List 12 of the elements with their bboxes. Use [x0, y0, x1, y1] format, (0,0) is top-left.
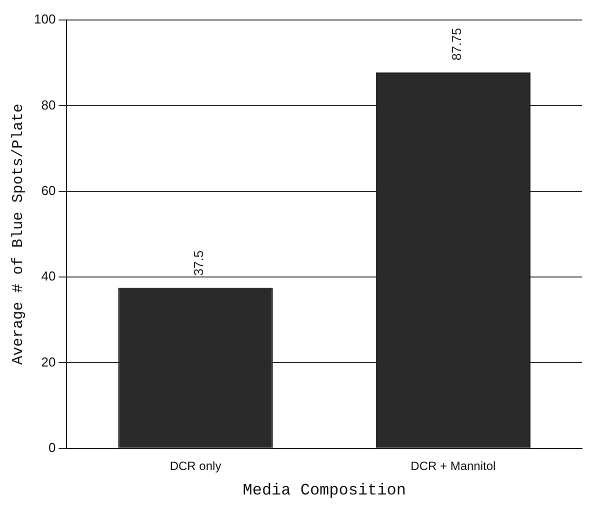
y-tick-label: 0 — [48, 440, 56, 455]
data-label: 37.5 — [191, 250, 206, 276]
y-tick-label: 80 — [41, 97, 56, 112]
x-axis-title: Media Composition — [242, 482, 406, 500]
y-tick-label: 100 — [34, 12, 56, 27]
y-axis-title: Average # of Blue Spots/Plate — [10, 104, 27, 365]
x-tick-label: DCR + Mannitol — [410, 458, 496, 473]
data-label: 87.75 — [448, 28, 464, 60]
x-tick-label: DCR only — [170, 458, 222, 473]
y-tick-label: 40 — [41, 268, 56, 284]
y-tick-label: 60 — [41, 182, 56, 198]
y-tick-label: 20 — [41, 354, 56, 370]
